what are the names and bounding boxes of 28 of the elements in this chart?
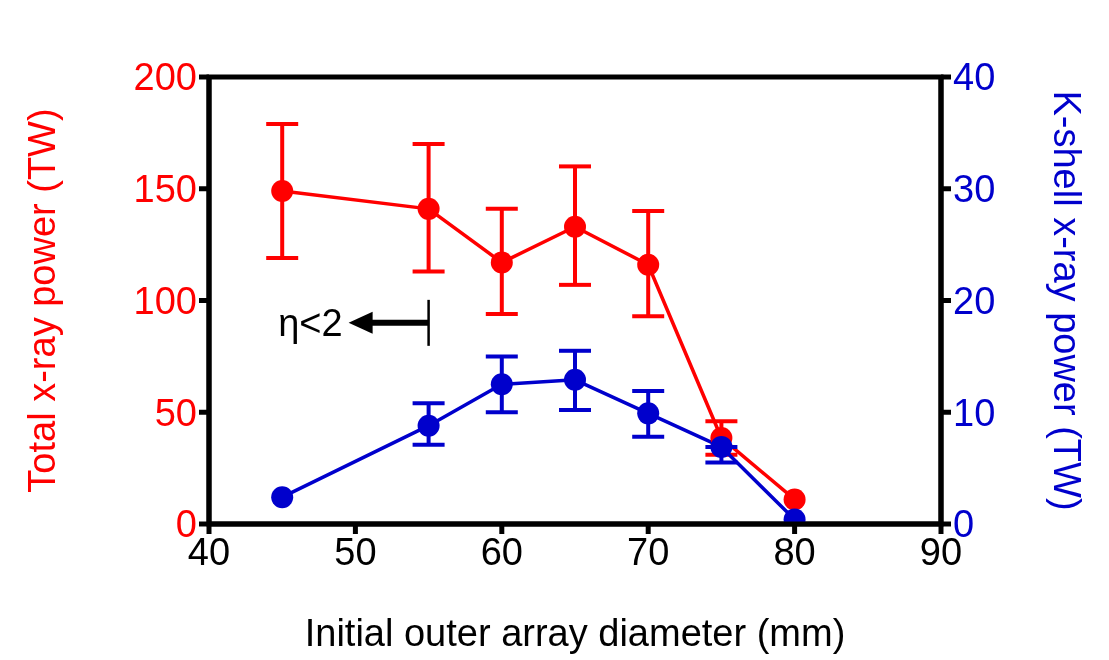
x-tick-label: 80 [773, 530, 816, 573]
y-tick-label: 50 [154, 391, 197, 434]
point [637, 253, 660, 276]
y-tick-label: 150 [133, 168, 197, 211]
y2-tick-label: 40 [953, 56, 996, 99]
point [783, 488, 806, 511]
y2-tick-label: 10 [953, 391, 996, 434]
point [271, 179, 294, 202]
point [564, 215, 586, 238]
x-tick-label: 70 [627, 530, 670, 573]
y2-tick-label: 30 [953, 168, 996, 211]
point [417, 197, 440, 220]
y2-axis-title: K-shell x-ray power (TW) [1045, 90, 1088, 511]
y2-tick-label: 20 [953, 279, 996, 322]
annotation: η<2 [278, 301, 343, 344]
point [490, 373, 513, 396]
x-tick-label: 60 [480, 530, 523, 573]
point [271, 486, 294, 509]
y-tick-label: 100 [133, 279, 197, 322]
point [417, 414, 440, 437]
y-axis-title: Total x-ray power (TW) [21, 108, 64, 493]
point [490, 251, 513, 274]
x-tick-label: 50 [334, 530, 377, 573]
point [564, 368, 586, 391]
point [637, 402, 660, 425]
point [710, 435, 733, 458]
x-axis-title: Initial outer array diameter (mm) [304, 612, 846, 654]
y-tick-label: 200 [133, 56, 197, 99]
